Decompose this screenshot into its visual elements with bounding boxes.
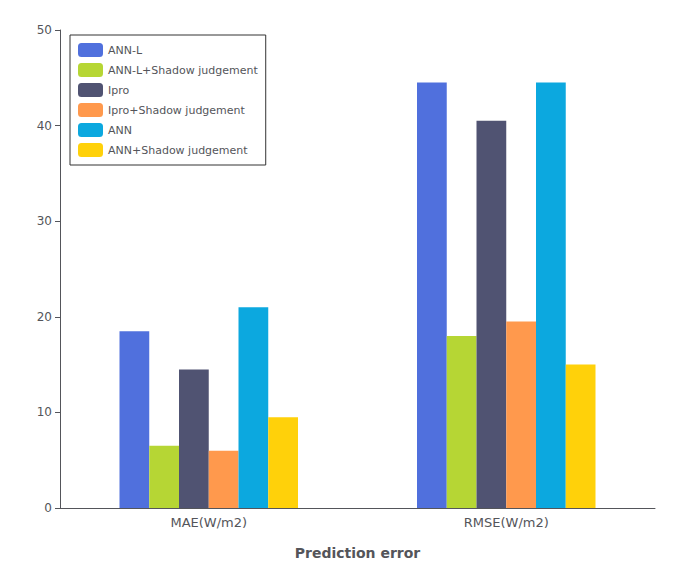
svg-text:10: 10 [37,405,52,419]
svg-text:40: 40 [37,119,52,133]
svg-text:Ipro+Shadow judgement: Ipro+Shadow judgement [108,104,246,117]
svg-text:ANN: ANN [108,124,132,137]
svg-text:30: 30 [37,214,52,228]
svg-text:RMSE(W/m2): RMSE(W/m2) [464,515,549,530]
svg-text:ANN+Shadow judgement: ANN+Shadow judgement [108,144,248,157]
svg-text:ANN-L+Shadow judgement: ANN-L+Shadow judgement [108,64,258,77]
svg-text:20: 20 [37,310,52,324]
svg-text:50: 50 [37,23,52,37]
svg-text:0: 0 [44,501,52,515]
svg-text:Ipro: Ipro [108,84,130,97]
svg-text:Prediction error: Prediction error [295,545,421,561]
svg-text:ANN-L: ANN-L [108,44,143,57]
svg-text:MAE(W/m2): MAE(W/m2) [170,515,247,530]
